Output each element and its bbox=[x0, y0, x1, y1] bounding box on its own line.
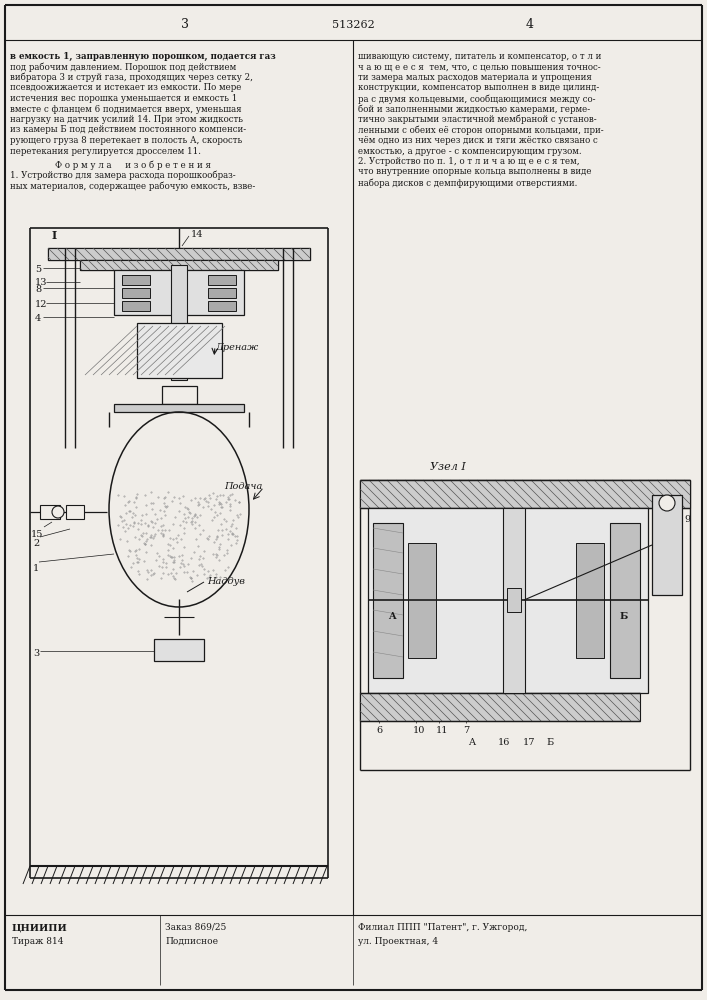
Text: 3: 3 bbox=[181, 18, 189, 31]
Text: чём одно из них через диск и тяги жёстко связано с: чём одно из них через диск и тяги жёстко… bbox=[358, 136, 597, 145]
Text: Наддув: Наддув bbox=[207, 577, 245, 586]
Bar bbox=[40, 505, 60, 519]
Text: истечения вес порошка уменьшается и емкость 1: истечения вес порошка уменьшается и емко… bbox=[10, 94, 238, 103]
Text: 513262: 513262 bbox=[332, 20, 375, 30]
Circle shape bbox=[659, 495, 675, 511]
Text: 1. Устройство для замера расхода порошкообраз-: 1. Устройство для замера расхода порошко… bbox=[10, 171, 235, 180]
Bar bbox=[576, 543, 604, 658]
Text: 6: 6 bbox=[376, 726, 382, 735]
Text: Б: Б bbox=[546, 738, 554, 747]
Text: 2. Устройство по п. 1, о т л и ч а ю щ е е с я тем,: 2. Устройство по п. 1, о т л и ч а ю щ е… bbox=[358, 157, 580, 166]
Bar bbox=[122, 275, 150, 285]
Text: Заказ 869/25: Заказ 869/25 bbox=[165, 923, 226, 932]
Text: псевдоожижается и истекает из емкости. По мере: псевдоожижается и истекает из емкости. П… bbox=[10, 84, 241, 93]
Text: 4: 4 bbox=[526, 18, 534, 31]
Text: 10: 10 bbox=[413, 726, 426, 735]
Bar bbox=[208, 288, 236, 298]
Text: перетекания регулируется дросселем 11.: перетекания регулируется дросселем 11. bbox=[10, 146, 201, 155]
Text: набора дисков с демпфирующими отверстиями.: набора дисков с демпфирующими отверстиям… bbox=[358, 178, 578, 188]
Text: Узел I: Узел I bbox=[430, 462, 466, 472]
Text: 11: 11 bbox=[436, 726, 448, 735]
Text: рующего груза 8 перетекает в полость А, скорость: рующего груза 8 перетекает в полость А, … bbox=[10, 136, 243, 145]
Text: в емкость 1, заправленную порошком, подается газ: в емкость 1, заправленную порошком, пода… bbox=[10, 52, 276, 61]
Bar bbox=[122, 288, 150, 298]
Text: ЦНИИПИ: ЦНИИПИ bbox=[12, 923, 68, 932]
Text: под рабочим давлением. Порошок под действием: под рабочим давлением. Порошок под дейст… bbox=[10, 62, 236, 72]
Text: Тираж 814: Тираж 814 bbox=[12, 937, 64, 946]
Text: A: A bbox=[468, 738, 475, 747]
Text: 5: 5 bbox=[35, 265, 41, 274]
Bar bbox=[360, 693, 640, 721]
Text: 2: 2 bbox=[33, 539, 40, 548]
Bar bbox=[122, 301, 150, 311]
Text: емкостью, а другое - с компенсирующим грузом.: емкостью, а другое - с компенсирующим гр… bbox=[358, 146, 582, 155]
Bar bbox=[154, 639, 204, 661]
Text: вместе с фланцем 6 поднимается вверх, уменьшая: вместе с фланцем 6 поднимается вверх, ум… bbox=[10, 104, 242, 113]
Text: конструкции, компенсатор выполнен в виде цилинд-: конструкции, компенсатор выполнен в виде… bbox=[358, 84, 600, 93]
Bar bbox=[48, 248, 310, 260]
Text: 17: 17 bbox=[523, 738, 535, 747]
Text: ра с двумя кольцевыми, сообщающимися между со-: ра с двумя кольцевыми, сообщающимися меж… bbox=[358, 94, 595, 104]
Bar bbox=[137, 323, 222, 378]
Text: 13: 13 bbox=[35, 278, 47, 287]
Bar bbox=[48, 248, 310, 260]
Text: 15: 15 bbox=[31, 530, 43, 539]
Text: 14: 14 bbox=[191, 230, 204, 239]
Text: из камеры Б под действием постоянного компенси-: из камеры Б под действием постоянного ко… bbox=[10, 125, 246, 134]
Text: ул. Проектная, 4: ул. Проектная, 4 bbox=[358, 937, 438, 946]
Text: 9: 9 bbox=[684, 515, 690, 524]
Bar bbox=[208, 301, 236, 311]
Text: что внутренние опорные кольца выполнены в виде: что внутренние опорные кольца выполнены … bbox=[358, 167, 592, 176]
Bar bbox=[360, 480, 690, 508]
Bar bbox=[80, 260, 278, 270]
Bar bbox=[80, 260, 278, 270]
Text: бой и заполненными жидкостью камерами, герме-: бой и заполненными жидкостью камерами, г… bbox=[358, 104, 590, 114]
Text: Дренаж: Дренаж bbox=[215, 343, 258, 352]
Text: вибратора 3 и струй газа, проходящих через сетку 2,: вибратора 3 и струй газа, проходящих чер… bbox=[10, 73, 253, 83]
Text: ленными с обеих её сторон опорными кольцами, при-: ленными с обеих её сторон опорными кольц… bbox=[358, 125, 604, 135]
Text: 16: 16 bbox=[498, 738, 510, 747]
Text: нагрузку на датчик усилий 14. При этом жидкость: нагрузку на датчик усилий 14. При этом ж… bbox=[10, 115, 243, 124]
Text: 8: 8 bbox=[35, 285, 41, 294]
Text: шивающую систему, питатель и компенсатор, о т л и: шивающую систему, питатель и компенсатор… bbox=[358, 52, 602, 61]
Text: Подписное: Подписное bbox=[165, 937, 218, 946]
Text: A: A bbox=[388, 612, 396, 621]
Bar bbox=[368, 508, 648, 693]
Text: ных материалов, содержащее рабочую емкость, взве-: ных материалов, содержащее рабочую емкос… bbox=[10, 182, 255, 191]
Bar bbox=[507, 588, 521, 612]
Bar bbox=[408, 543, 436, 658]
Bar bbox=[162, 386, 197, 404]
Text: 12: 12 bbox=[35, 300, 47, 309]
Text: ти замера малых расходов материала и упрощения: ти замера малых расходов материала и упр… bbox=[358, 73, 592, 82]
Bar bbox=[171, 265, 187, 380]
Text: Ф о р м у л а     и з о б р е т е н и я: Ф о р м у л а и з о б р е т е н и я bbox=[55, 160, 211, 169]
Text: I: I bbox=[52, 230, 57, 241]
Text: 3: 3 bbox=[33, 649, 40, 658]
Text: 1: 1 bbox=[33, 564, 40, 573]
Text: тично закрытыми эластичной мембраной с установ-: тично закрытыми эластичной мембраной с у… bbox=[358, 115, 597, 124]
Bar bbox=[610, 523, 640, 678]
Text: 4: 4 bbox=[35, 314, 41, 323]
Bar bbox=[114, 270, 244, 315]
Bar bbox=[208, 275, 236, 285]
Bar bbox=[503, 508, 525, 693]
Text: ч а ю щ е е с я  тем, что, с целью повышения точнос-: ч а ю щ е е с я тем, что, с целью повыше… bbox=[358, 62, 601, 72]
Text: Б: Б bbox=[620, 612, 629, 621]
Bar bbox=[652, 495, 682, 595]
Bar bbox=[66, 505, 84, 519]
Text: 7: 7 bbox=[463, 726, 469, 735]
Bar bbox=[114, 404, 244, 412]
Circle shape bbox=[52, 506, 64, 518]
Text: Подача: Подача bbox=[224, 482, 262, 491]
Bar bbox=[373, 523, 403, 678]
Text: Филиал ППП "Патент", г. Ужгород,: Филиал ППП "Патент", г. Ужгород, bbox=[358, 923, 527, 932]
